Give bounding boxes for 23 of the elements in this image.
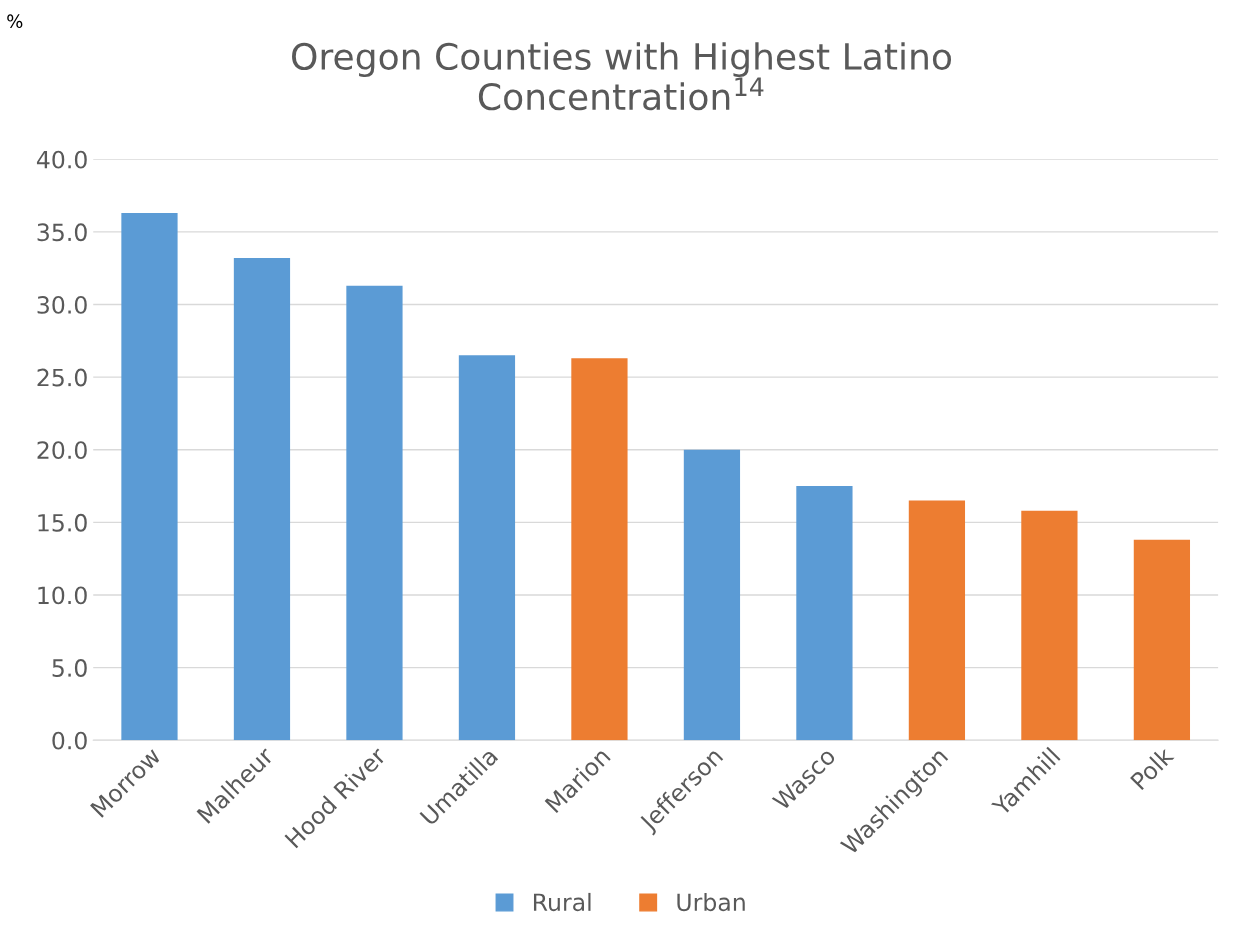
legend-label: Urban <box>677 892 745 912</box>
bar <box>571 358 628 741</box>
y-tick-label: 0.0 <box>52 731 87 750</box>
bar <box>121 213 178 741</box>
legend-label: Rural <box>533 892 591 912</box>
bar <box>458 355 516 741</box>
bar <box>683 449 741 741</box>
y-tick-label: 5.0 <box>52 659 87 677</box>
bar <box>1021 510 1078 741</box>
bar <box>796 486 853 741</box>
y-tick-label: 30.0 <box>37 295 87 314</box>
bar <box>1133 539 1191 741</box>
y-tick-label: 15.0 <box>38 513 87 532</box>
bar <box>233 258 291 741</box>
bar <box>908 500 966 741</box>
y-tick-label: 10.0 <box>38 586 87 605</box>
text: % <box>7 14 23 29</box>
y-tick-label: 20.0 <box>37 441 87 460</box>
chart-title: Oregon Counties with Highest Latino Concentration$^{14}$ <box>292 42 952 111</box>
y-tick-label: 40.0 <box>36 150 87 169</box>
bar <box>346 285 403 741</box>
y-tick-label: 35.0 <box>37 223 87 242</box>
y-tick-label: 25.0 <box>37 368 87 387</box>
